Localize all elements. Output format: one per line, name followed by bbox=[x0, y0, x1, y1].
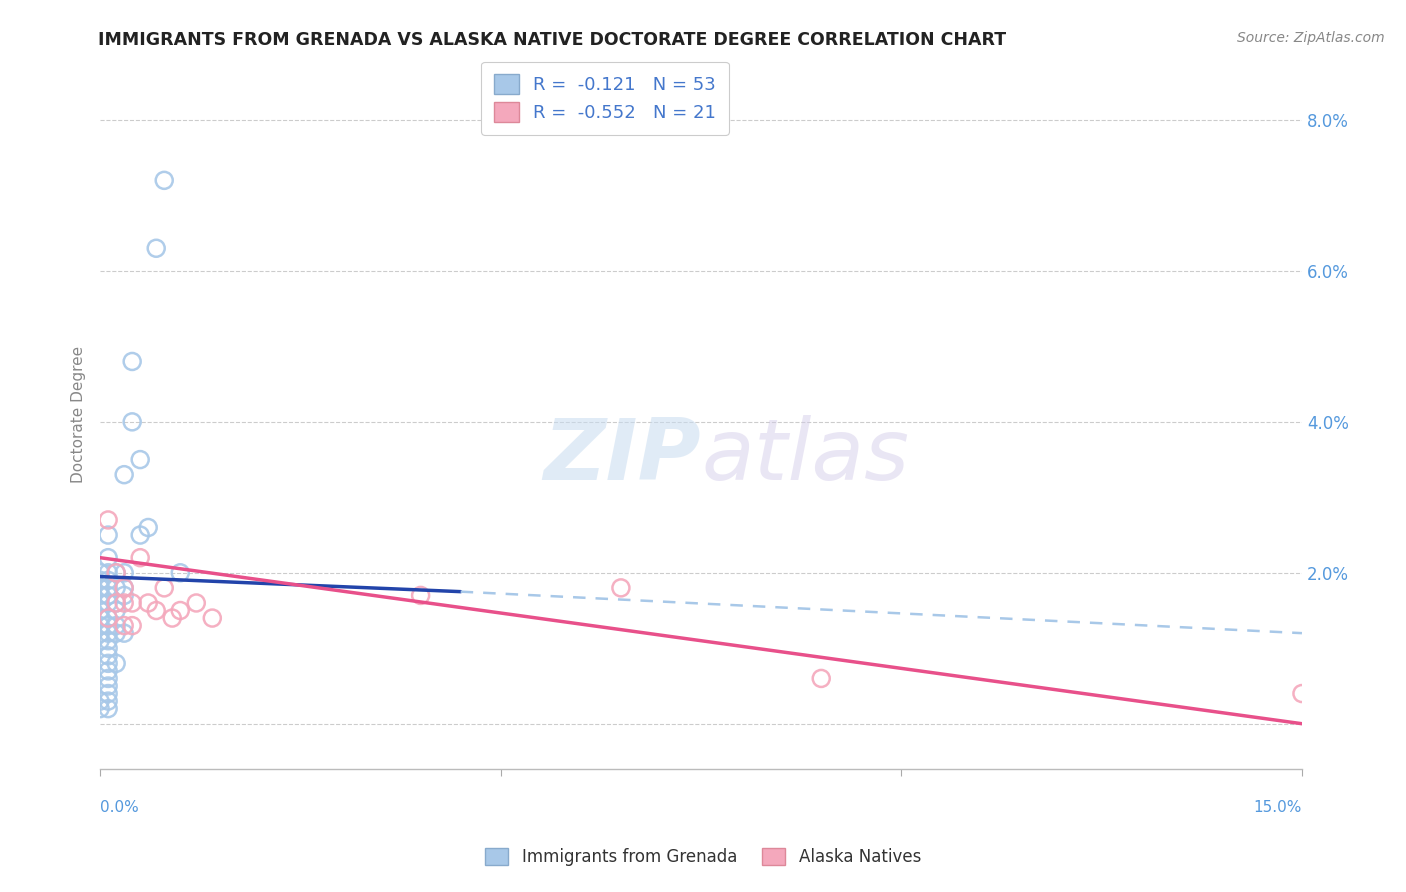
Point bbox=[112, 618, 135, 632]
Point bbox=[186, 596, 208, 610]
Point bbox=[97, 679, 120, 693]
Point bbox=[153, 173, 176, 187]
Y-axis label: Doctorate Degree: Doctorate Degree bbox=[72, 346, 86, 483]
Point bbox=[169, 566, 191, 580]
Point bbox=[97, 581, 120, 595]
Point bbox=[97, 611, 120, 625]
Point bbox=[97, 626, 120, 640]
Point bbox=[105, 596, 128, 610]
Point bbox=[129, 452, 152, 467]
Point bbox=[112, 589, 135, 603]
Point bbox=[105, 596, 128, 610]
Point bbox=[97, 641, 120, 656]
Point bbox=[105, 603, 128, 617]
Point bbox=[89, 566, 111, 580]
Point bbox=[121, 354, 143, 368]
Text: atlas: atlas bbox=[702, 416, 910, 499]
Point bbox=[136, 596, 159, 610]
Point bbox=[89, 611, 111, 625]
Point bbox=[1291, 687, 1313, 701]
Point bbox=[97, 633, 120, 648]
Point bbox=[129, 550, 152, 565]
Point bbox=[112, 566, 135, 580]
Point bbox=[105, 566, 128, 580]
Point bbox=[89, 581, 111, 595]
Point bbox=[89, 618, 111, 632]
Point bbox=[97, 694, 120, 708]
Point bbox=[153, 581, 176, 595]
Point bbox=[97, 701, 120, 715]
Legend: Immigrants from Grenada, Alaska Natives: Immigrants from Grenada, Alaska Natives bbox=[478, 841, 928, 873]
Point bbox=[112, 581, 135, 595]
Point bbox=[129, 528, 152, 542]
Point bbox=[409, 589, 432, 603]
Point bbox=[145, 241, 167, 255]
Point bbox=[97, 566, 120, 580]
Point bbox=[89, 596, 111, 610]
Point bbox=[105, 566, 128, 580]
Point bbox=[105, 626, 128, 640]
Point bbox=[201, 611, 224, 625]
Point bbox=[136, 520, 159, 534]
Point bbox=[97, 596, 120, 610]
Point bbox=[97, 513, 120, 527]
Point bbox=[97, 664, 120, 678]
Point bbox=[112, 626, 135, 640]
Text: ZIP: ZIP bbox=[543, 416, 702, 499]
Point bbox=[89, 633, 111, 648]
Point bbox=[610, 581, 633, 595]
Point bbox=[810, 672, 832, 686]
Point bbox=[169, 603, 191, 617]
Text: 15.0%: 15.0% bbox=[1254, 799, 1302, 814]
Point bbox=[105, 618, 128, 632]
Point bbox=[97, 657, 120, 671]
Point bbox=[97, 574, 120, 588]
Point bbox=[112, 596, 135, 610]
Point bbox=[162, 611, 184, 625]
Point bbox=[89, 574, 111, 588]
Point bbox=[89, 694, 111, 708]
Point bbox=[89, 603, 111, 617]
Point bbox=[112, 467, 135, 482]
Point bbox=[89, 589, 111, 603]
Text: 0.0%: 0.0% bbox=[100, 799, 139, 814]
Point bbox=[112, 581, 135, 595]
Point bbox=[97, 672, 120, 686]
Text: Source: ZipAtlas.com: Source: ZipAtlas.com bbox=[1237, 31, 1385, 45]
Point bbox=[105, 657, 128, 671]
Text: IMMIGRANTS FROM GRENADA VS ALASKA NATIVE DOCTORATE DEGREE CORRELATION CHART: IMMIGRANTS FROM GRENADA VS ALASKA NATIVE… bbox=[98, 31, 1007, 49]
Point bbox=[97, 611, 120, 625]
Point bbox=[97, 648, 120, 663]
Point bbox=[121, 415, 143, 429]
Point bbox=[105, 581, 128, 595]
Point bbox=[97, 687, 120, 701]
Point bbox=[97, 550, 120, 565]
Legend: R =  -0.121   N = 53, R =  -0.552   N = 21: R = -0.121 N = 53, R = -0.552 N = 21 bbox=[481, 62, 728, 135]
Point bbox=[89, 701, 111, 715]
Point bbox=[145, 603, 167, 617]
Point bbox=[97, 618, 120, 632]
Point bbox=[121, 618, 143, 632]
Point bbox=[97, 589, 120, 603]
Point bbox=[97, 528, 120, 542]
Point bbox=[89, 626, 111, 640]
Point bbox=[121, 596, 143, 610]
